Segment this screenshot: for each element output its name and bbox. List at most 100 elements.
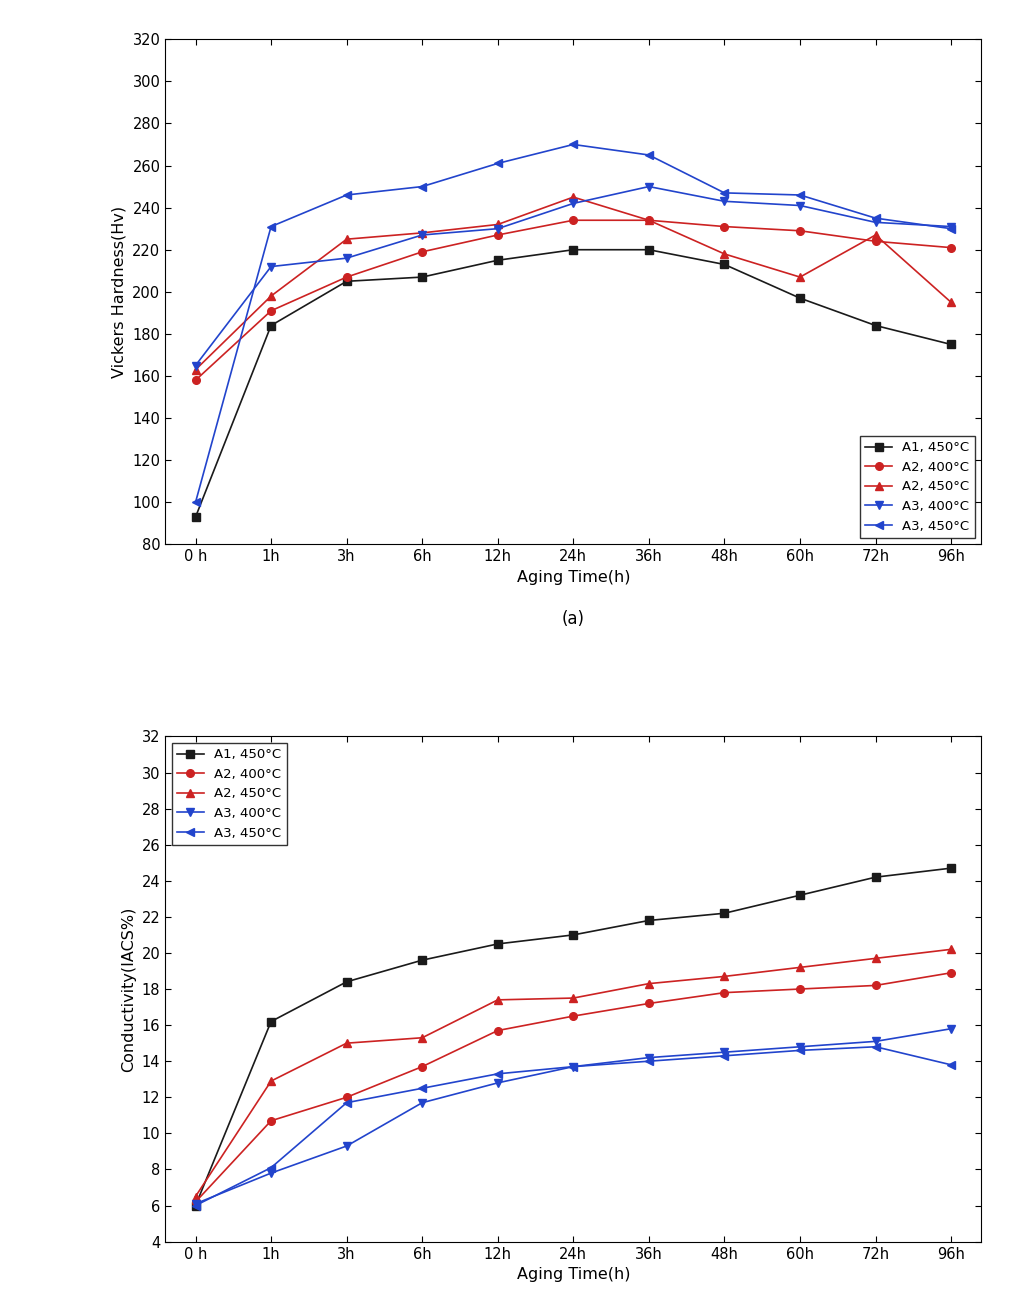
A2, 400°C [643, 213, 655, 229]
A2, 400°C [189, 372, 201, 388]
A3, 450°C [264, 218, 277, 234]
A1, 450°C [567, 242, 580, 257]
A1, 450°C [945, 337, 958, 353]
A1, 450°C [492, 936, 504, 951]
Line: A3, 450°C: A3, 450°C [192, 1043, 954, 1209]
A2, 450°C [264, 1073, 277, 1089]
A2, 450°C [567, 991, 580, 1006]
Line: A2, 400°C: A2, 400°C [192, 217, 954, 384]
A3, 450°C [945, 221, 958, 237]
A2, 450°C [793, 269, 806, 285]
A3, 400°C [945, 218, 958, 234]
A3, 450°C [567, 1059, 580, 1074]
A3, 450°C [870, 210, 882, 226]
A1, 450°C [264, 318, 277, 333]
A3, 400°C [264, 259, 277, 274]
A3, 400°C [567, 196, 580, 212]
A1, 450°C [189, 510, 201, 525]
A2, 400°C [189, 1195, 201, 1210]
A3, 450°C [416, 1081, 429, 1097]
Legend: A1, 450°C, A2, 400°C, A2, 450°C, A3, 400°C, A3, 450°C: A1, 450°C, A2, 400°C, A2, 450°C, A3, 400… [860, 437, 975, 538]
A3, 450°C [793, 187, 806, 203]
A2, 400°C [945, 239, 958, 255]
A2, 450°C [718, 246, 730, 261]
A3, 400°C [341, 251, 353, 267]
A1, 450°C [341, 273, 353, 289]
A2, 450°C [341, 231, 353, 247]
A3, 400°C [945, 1021, 958, 1036]
A2, 400°C [643, 996, 655, 1012]
A2, 400°C [718, 984, 730, 1000]
A2, 400°C [264, 303, 277, 319]
A2, 450°C [945, 941, 958, 957]
Y-axis label: Vickers Hardness(Hv): Vickers Hardness(Hv) [112, 205, 127, 378]
A2, 400°C [718, 218, 730, 234]
A1, 450°C [567, 927, 580, 942]
Line: A2, 450°C: A2, 450°C [192, 945, 954, 1200]
A3, 400°C [416, 227, 429, 243]
A3, 400°C [870, 1034, 882, 1050]
A2, 400°C [945, 965, 958, 980]
A3, 400°C [492, 1076, 504, 1091]
A2, 400°C [416, 244, 429, 260]
A2, 450°C [341, 1035, 353, 1051]
A3, 400°C [567, 1059, 580, 1074]
A1, 450°C [945, 860, 958, 876]
A3, 400°C [341, 1138, 353, 1154]
A2, 400°C [492, 227, 504, 243]
A3, 450°C [567, 137, 580, 153]
A3, 450°C [643, 1053, 655, 1069]
A1, 450°C [264, 1014, 277, 1030]
A2, 400°C [567, 213, 580, 229]
A2, 450°C [189, 362, 201, 378]
A1, 450°C [718, 256, 730, 272]
A3, 400°C [416, 1095, 429, 1111]
Line: A3, 400°C: A3, 400°C [192, 1025, 954, 1208]
Line: A2, 400°C: A2, 400°C [192, 968, 954, 1206]
A1, 450°C [793, 887, 806, 903]
A1, 450°C [189, 1197, 201, 1213]
A1, 450°C [492, 252, 504, 268]
A1, 450°C [718, 906, 730, 921]
A1, 450°C [870, 869, 882, 885]
A2, 450°C [870, 950, 882, 966]
A2, 450°C [567, 190, 580, 205]
A3, 400°C [189, 358, 201, 374]
A3, 450°C [341, 1095, 353, 1111]
A3, 400°C [718, 1044, 730, 1060]
A2, 450°C [492, 992, 504, 1008]
A1, 450°C [416, 953, 429, 968]
A2, 450°C [718, 968, 730, 984]
Line: A2, 450°C: A2, 450°C [192, 193, 954, 374]
A1, 450°C [870, 318, 882, 333]
A3, 450°C [492, 156, 504, 171]
X-axis label: Aging Time(h): Aging Time(h) [516, 1266, 630, 1282]
A2, 450°C [870, 227, 882, 243]
A2, 400°C [793, 982, 806, 997]
A2, 400°C [793, 223, 806, 239]
A3, 400°C [793, 1039, 806, 1055]
A2, 400°C [341, 269, 353, 285]
A2, 450°C [416, 1030, 429, 1046]
A2, 400°C [341, 1090, 353, 1106]
A3, 450°C [492, 1067, 504, 1082]
A3, 400°C [492, 221, 504, 237]
Y-axis label: Conductivity(IACS%): Conductivity(IACS%) [121, 906, 136, 1072]
A2, 450°C [793, 959, 806, 975]
A2, 400°C [416, 1059, 429, 1074]
Legend: A1, 450°C, A2, 400°C, A2, 450°C, A3, 400°C, A3, 450°C: A1, 450°C, A2, 400°C, A2, 450°C, A3, 400… [171, 742, 286, 844]
A3, 450°C [264, 1159, 277, 1175]
Line: A1, 450°C: A1, 450°C [192, 246, 954, 521]
A2, 450°C [189, 1188, 201, 1204]
A3, 400°C [870, 214, 882, 230]
Line: A1, 450°C: A1, 450°C [192, 864, 954, 1209]
A2, 400°C [264, 1114, 277, 1129]
Line: A3, 400°C: A3, 400°C [192, 183, 954, 370]
Text: (a): (a) [562, 610, 585, 629]
A3, 450°C [793, 1043, 806, 1059]
A3, 450°C [718, 186, 730, 201]
A2, 400°C [870, 978, 882, 993]
A3, 450°C [945, 1057, 958, 1073]
A1, 450°C [643, 242, 655, 257]
A3, 450°C [718, 1048, 730, 1064]
